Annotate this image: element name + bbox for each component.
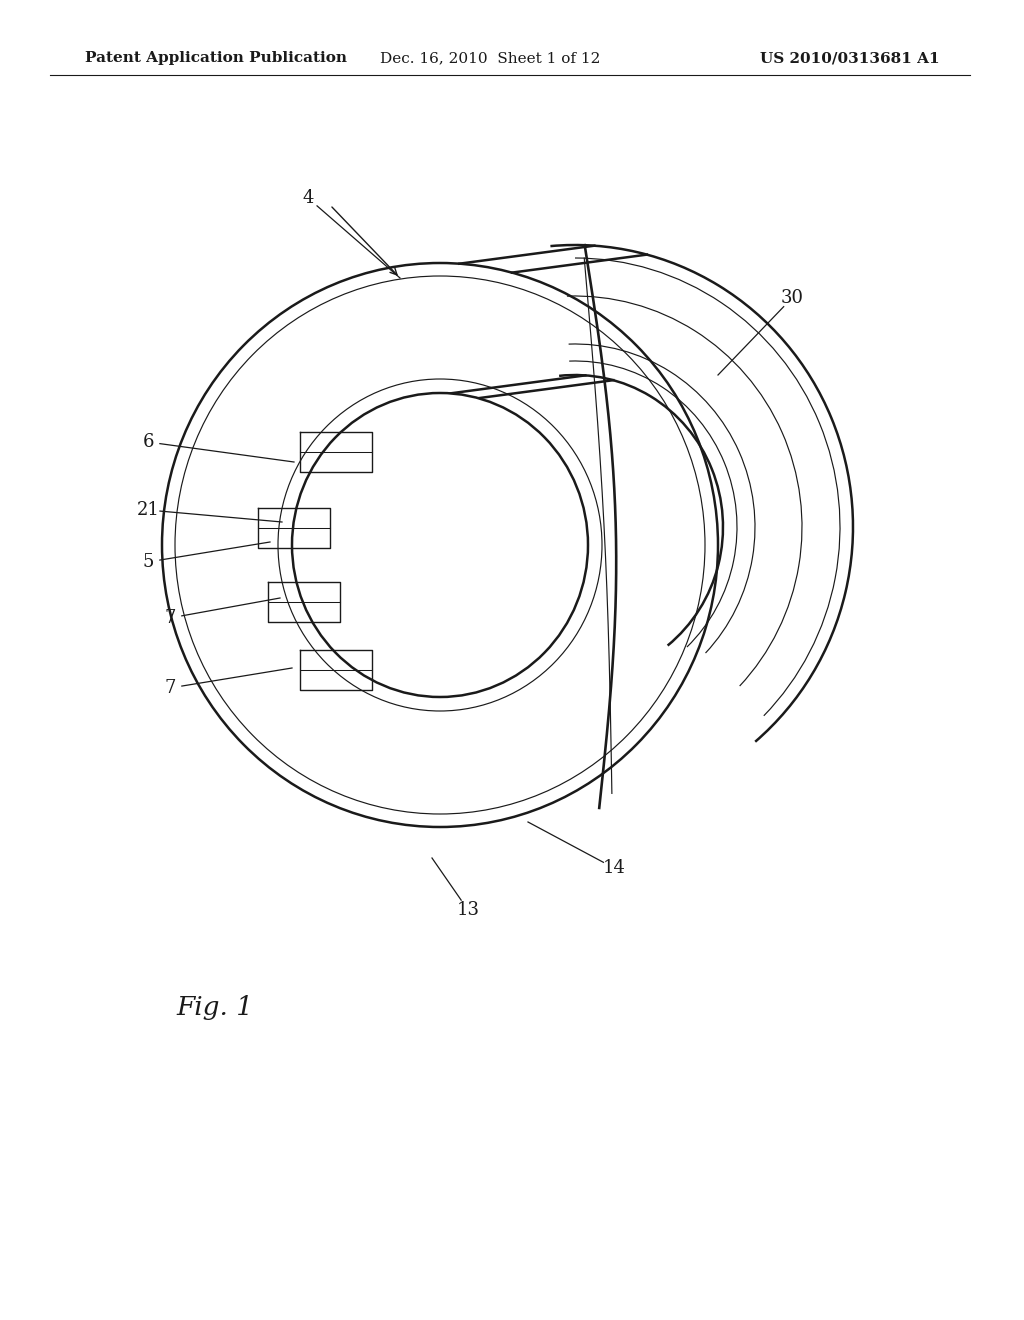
Ellipse shape xyxy=(162,263,718,828)
Text: 30: 30 xyxy=(780,289,804,308)
Text: Patent Application Publication: Patent Application Publication xyxy=(85,51,347,65)
Text: 6: 6 xyxy=(142,433,154,451)
Text: 7: 7 xyxy=(164,609,176,627)
Text: 4: 4 xyxy=(302,189,313,207)
Text: US 2010/0313681 A1: US 2010/0313681 A1 xyxy=(761,51,940,65)
Text: 13: 13 xyxy=(457,902,479,919)
Text: 5: 5 xyxy=(142,553,154,572)
Ellipse shape xyxy=(292,393,588,697)
Text: 21: 21 xyxy=(136,502,160,519)
Text: Dec. 16, 2010  Sheet 1 of 12: Dec. 16, 2010 Sheet 1 of 12 xyxy=(380,51,600,65)
Text: Fig. 1: Fig. 1 xyxy=(176,995,254,1020)
Text: 7: 7 xyxy=(164,678,176,697)
Text: 14: 14 xyxy=(602,859,626,876)
